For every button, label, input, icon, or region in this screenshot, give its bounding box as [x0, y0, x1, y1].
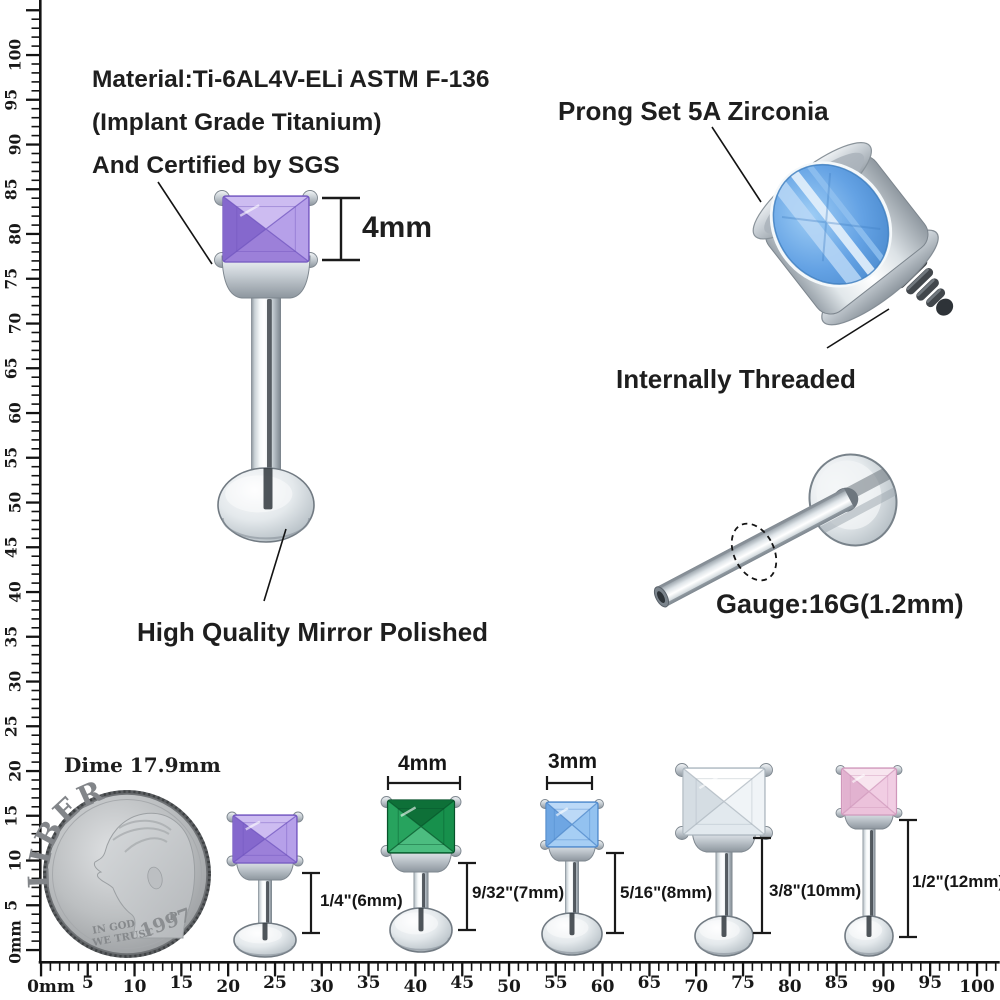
- stud-clear-length-label: 3/8"(10mm): [769, 881, 862, 900]
- svg-text:40: 40: [404, 977, 428, 997]
- dime-coin: LIBERTY IN GOD WE TRUST P 1997: [21, 773, 211, 958]
- svg-text:5: 5: [2, 900, 21, 911]
- svg-text:10: 10: [6, 850, 25, 872]
- svg-text:45: 45: [450, 973, 474, 993]
- svg-text:70: 70: [6, 313, 25, 335]
- svg-text:70: 70: [684, 977, 708, 997]
- svg-text:20: 20: [6, 760, 25, 782]
- stud-green-length-label: 9/32"(7mm): [472, 883, 565, 902]
- svg-text:55: 55: [544, 973, 568, 993]
- svg-text:45: 45: [2, 537, 21, 559]
- material-line1: Material:Ti-6AL4V-ELi ASTM F-136: [92, 66, 490, 93]
- svg-text:50: 50: [6, 492, 25, 514]
- gauge-dashed-circle: [730, 522, 778, 582]
- svg-text:85: 85: [2, 179, 21, 201]
- svg-text:35: 35: [2, 626, 21, 648]
- material-line3: And Certified by SGS: [92, 152, 340, 179]
- measurement-brackets: [302, 196, 917, 939]
- svg-text:20: 20: [216, 977, 240, 997]
- svg-text:40: 40: [6, 581, 25, 603]
- svg-text:95: 95: [2, 89, 21, 111]
- internally-threaded-label: Internally Threaded: [616, 364, 856, 394]
- roosevelt-profile: [93, 812, 196, 939]
- svg-text:5: 5: [82, 973, 94, 993]
- svg-text:65: 65: [638, 973, 662, 993]
- svg-text:65: 65: [2, 358, 21, 380]
- stud-purple-length-label: 1/4"(6mm): [320, 891, 403, 910]
- stud-pink: [835, 765, 903, 957]
- material-note: Material:Ti-6AL4V-ELi ASTM F-136 (Implan…: [92, 58, 490, 187]
- material-line2: (Implant Grade Titanium): [92, 109, 382, 136]
- svg-text:25: 25: [2, 716, 21, 738]
- svg-text:95: 95: [918, 973, 942, 993]
- stud-purple: [226, 811, 304, 958]
- stud-green-width-label: 4mm: [398, 752, 448, 775]
- mirror-polished-label: High Quality Mirror Polished: [137, 617, 489, 647]
- svg-text:25: 25: [263, 973, 287, 993]
- svg-text:10: 10: [123, 977, 147, 997]
- svg-text:55: 55: [2, 447, 21, 469]
- stud-pink-length-label: 1/2"(12mm): [912, 872, 1000, 891]
- stud-green: [380, 796, 462, 953]
- svg-text:35: 35: [357, 973, 381, 993]
- svg-text:75: 75: [731, 973, 755, 993]
- svg-text:90: 90: [6, 134, 25, 156]
- svg-text:80: 80: [778, 977, 802, 997]
- pointer-lines: [157, 126, 890, 602]
- gauge-label: Gauge:16G(1.2mm): [716, 589, 964, 619]
- svg-text:100: 100: [6, 39, 25, 72]
- svg-text:15: 15: [170, 973, 194, 993]
- prong-set-label: Prong Set 5A Zirconia: [558, 96, 829, 126]
- svg-text:80: 80: [6, 223, 25, 245]
- gem-height-label: 4mm: [362, 211, 433, 244]
- svg-text:30: 30: [6, 671, 25, 693]
- svg-text:100: 100: [959, 977, 995, 997]
- horizontal-labret: [653, 453, 911, 608]
- ruler-vertical: 0mm 5 10 15 20 25 30 35 40 45 50 55 60 65 70 75 80 85 90 95…: [2, 0, 42, 964]
- svg-text:P: P: [169, 910, 177, 923]
- dime-size-label: Dime 17.9mm: [64, 753, 221, 777]
- main-stud: [214, 190, 318, 543]
- svg-text:0mm: 0mm: [27, 977, 75, 997]
- svg-text:50: 50: [497, 977, 521, 997]
- stud-clear: [675, 763, 773, 957]
- svg-text:75: 75: [2, 268, 21, 290]
- svg-text:30: 30: [310, 977, 334, 997]
- svg-text:60: 60: [6, 402, 25, 424]
- svg-text:60: 60: [591, 977, 615, 997]
- zirconia-top: [752, 142, 954, 326]
- stud-blue-length-label: 5/16"(8mm): [620, 883, 713, 902]
- stud-blue: [540, 799, 604, 956]
- svg-text:15: 15: [2, 805, 21, 827]
- ruler-horizontal: 0mm 5 10 15 20 25 30 35 40 45 50 55 60 65 70 75 80 85 90 95…: [27, 961, 1000, 997]
- svg-text:90: 90: [872, 977, 896, 997]
- svg-text:85: 85: [825, 973, 849, 993]
- svg-text:0mm: 0mm: [6, 920, 25, 964]
- stud-blue-width-label: 3mm: [548, 750, 598, 773]
- zirconia-gem: [771, 160, 889, 294]
